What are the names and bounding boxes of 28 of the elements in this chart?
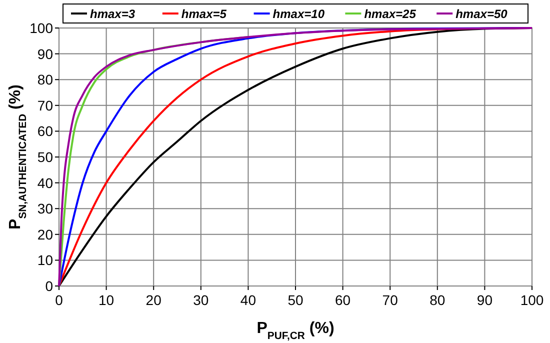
y-tick-label: 100 xyxy=(30,20,54,36)
legend-label: hmax=25 xyxy=(364,7,416,21)
x-tick-label: 90 xyxy=(476,292,493,308)
legend-label: hmax=10 xyxy=(272,7,325,21)
legend-label: hmax=50 xyxy=(456,7,508,21)
y-tick-label: 30 xyxy=(37,200,54,217)
y-tick-label: 90 xyxy=(37,46,54,62)
x-tick-label: 40 xyxy=(240,292,256,308)
x-tick-label: 10 xyxy=(98,292,114,308)
y-tick-label: 0 xyxy=(45,278,54,294)
legend-label: hmax=5 xyxy=(181,7,227,21)
y-tick-label: 50 xyxy=(37,149,54,165)
y-tick-label: 60 xyxy=(37,123,54,140)
legend-label: hmax=3 xyxy=(90,7,136,21)
x-tick-label: 60 xyxy=(335,292,351,308)
x-tick-label: 20 xyxy=(146,292,162,308)
x-tick-label: 0 xyxy=(55,292,64,308)
x-tick-label: 50 xyxy=(288,292,304,308)
y-tick-label: 10 xyxy=(37,252,54,268)
x-tick-label: 70 xyxy=(382,292,398,308)
y-tick-label: 40 xyxy=(37,174,54,191)
y-tick-label: 20 xyxy=(37,226,54,242)
x-axis-title: P$_{PUF,CR}$ (%) xyxy=(256,320,334,342)
x-tick-label: 100 xyxy=(520,292,544,308)
x-tick-label: 30 xyxy=(193,292,209,308)
x-tick-label: 80 xyxy=(430,292,446,308)
y-tick-label: 80 xyxy=(37,72,54,88)
y-tick-label: 70 xyxy=(37,97,54,114)
